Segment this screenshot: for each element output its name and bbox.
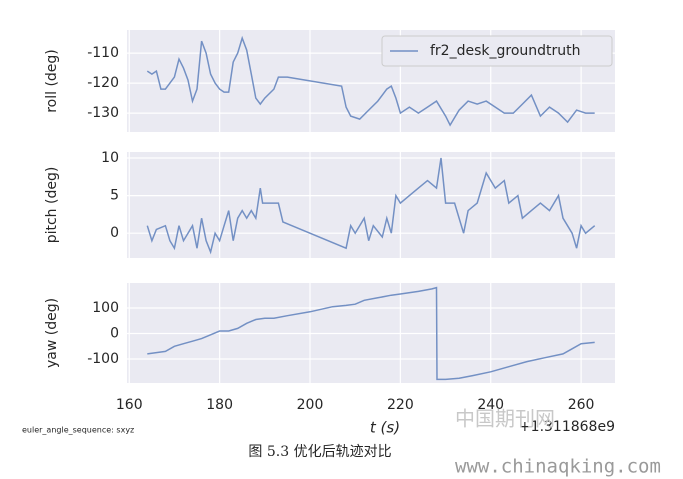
y-axis-label: pitch (deg) xyxy=(44,167,60,244)
plot-area xyxy=(127,152,615,258)
y-tick-label: 100 xyxy=(92,300,119,316)
legend-box xyxy=(381,35,613,67)
footnote: euler_angle_sequence: sxyz xyxy=(22,426,134,435)
x-tick-label: 180 xyxy=(206,397,233,413)
x-offset-label: +1.311868e9 xyxy=(519,419,615,435)
x-tick-label: 220 xyxy=(387,397,414,413)
y-tick-label: 10 xyxy=(101,150,119,166)
y-tick-label: -110 xyxy=(87,45,119,61)
y-tick-label: 0 xyxy=(110,326,119,342)
line xyxy=(146,157,596,255)
line xyxy=(146,35,595,127)
legend-label: fr2_desk_groundtruth xyxy=(430,43,581,59)
watermark-url: www.chinaqking.com xyxy=(455,456,661,478)
y-axis-label: yaw (deg) xyxy=(44,298,60,368)
x-tick-label: 160 xyxy=(116,397,143,413)
line xyxy=(147,286,595,381)
x-axis-label: t (s) xyxy=(370,419,400,437)
y-tick-label: -100 xyxy=(87,351,119,367)
x-tick-label: 240 xyxy=(477,397,504,413)
y-tick-label: -120 xyxy=(87,75,119,91)
axes: -110 -120 -130 roll (deg) fr2_desk_groundtru… xyxy=(44,30,615,437)
watermark: 中国期刊网 xyxy=(455,407,555,431)
caption: 图 5.3 优化后轨迹对比 xyxy=(248,444,391,460)
x-tick-label: 200 xyxy=(297,397,324,413)
x-tick-label: 260 xyxy=(568,397,595,413)
y-tick-label: 5 xyxy=(110,188,119,204)
y-tick-label: 0 xyxy=(110,225,119,241)
y-tick-label: -130 xyxy=(87,105,119,121)
y-axis-label: roll (deg) xyxy=(44,49,60,113)
